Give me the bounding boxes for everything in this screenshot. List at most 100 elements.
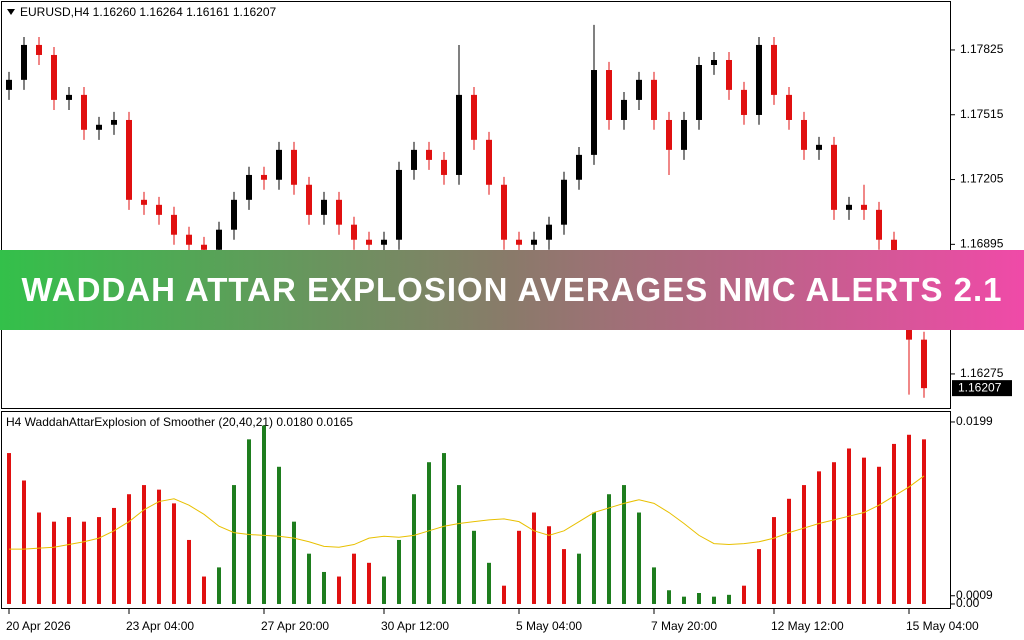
candle-body [666, 119, 672, 150]
candle-body [66, 94, 72, 100]
candle-body [921, 339, 927, 389]
signal-line [9, 475, 925, 550]
candle-body [96, 124, 102, 130]
histogram-bar [772, 517, 776, 604]
y-tick-label: 0.00 [956, 596, 980, 610]
x-tick-label: 20 Apr 2026 [6, 619, 71, 633]
histogram-bar [637, 512, 641, 604]
candle-body [51, 54, 57, 100]
histogram-bar [682, 596, 686, 604]
histogram-bar [667, 590, 671, 604]
histogram-bar [472, 530, 476, 604]
candle-body [621, 99, 627, 120]
candle-body [126, 119, 132, 200]
candle-body [771, 44, 777, 95]
candle-body [351, 224, 357, 240]
histogram-bar [712, 596, 716, 604]
histogram-bar [37, 512, 41, 604]
candle-body [456, 94, 462, 175]
candle-body [411, 149, 417, 170]
histogram-bar [847, 448, 851, 604]
candle-body [741, 89, 747, 115]
histogram-bar [127, 494, 131, 604]
candle-body [366, 239, 372, 245]
candle-body [201, 244, 207, 250]
candle-body [441, 159, 447, 175]
histogram-bar [142, 485, 146, 604]
last-price-label: 1.16207 [958, 380, 1002, 394]
candle-body [381, 239, 387, 245]
histogram-bar [112, 507, 116, 604]
histogram-bar [457, 485, 461, 604]
indicator-pane [1, 411, 951, 609]
y-tick-label: 0.0199 [956, 414, 993, 428]
histogram-bar [367, 562, 371, 604]
y-tick-label: 1.16895 [960, 237, 1004, 251]
candle-body [396, 169, 402, 240]
candle-body [291, 149, 297, 185]
candle-body [786, 94, 792, 120]
x-tick-label: 5 May 04:00 [516, 619, 582, 633]
histogram-bar [892, 443, 896, 604]
histogram-bar [757, 549, 761, 604]
candle-body [81, 94, 87, 130]
x-tick-label: 12 May 12:00 [771, 619, 844, 633]
histogram-bar [247, 439, 251, 604]
candle-body [846, 204, 852, 210]
x-tick-label: 7 May 20:00 [651, 619, 717, 633]
histogram-bar [697, 593, 701, 604]
main-title: EURUSD,H4 1.16260 1.16264 1.16161 1.1620… [20, 5, 277, 19]
candle-body [36, 44, 42, 55]
x-tick-label: 30 Apr 12:00 [381, 619, 449, 633]
histogram-bar [742, 585, 746, 604]
histogram-bar [397, 539, 401, 604]
y-tick-label: 1.17825 [960, 42, 1004, 56]
banner: WADDAH ATTAR EXPLOSION AVERAGES NMC ALER… [0, 250, 1024, 330]
histogram-bar [832, 462, 836, 604]
histogram-bar [22, 480, 26, 604]
histogram-bar [532, 512, 536, 604]
candle-body [141, 199, 147, 205]
candle-body [246, 174, 252, 200]
candle-body [156, 204, 162, 215]
candle-body [306, 184, 312, 215]
candle-body [261, 174, 267, 180]
histogram-bar [487, 562, 491, 604]
histogram-bar [592, 512, 596, 604]
histogram-bar [922, 439, 926, 604]
histogram-bar [187, 539, 191, 604]
histogram-bar [442, 453, 446, 604]
histogram-bar [292, 521, 296, 604]
histogram-bar [427, 462, 431, 604]
histogram-bar [157, 489, 161, 604]
histogram-bar [352, 553, 356, 604]
indicator-title: H4 WaddahAttarExplosion of Smoother (20,… [6, 415, 353, 429]
candle-body [486, 139, 492, 185]
histogram-bar [577, 553, 581, 604]
candle-body [231, 199, 237, 230]
candle-body [711, 59, 717, 66]
candle-body [831, 144, 837, 210]
candle-body [186, 234, 192, 245]
histogram-bar [337, 576, 341, 604]
histogram-bar [907, 434, 911, 604]
histogram-bar [67, 517, 71, 604]
candle-body [321, 199, 327, 215]
histogram-bar [382, 576, 386, 604]
candle-body [726, 59, 732, 90]
candle-body [816, 144, 822, 150]
candle-body [861, 204, 867, 210]
candle-body [696, 65, 702, 120]
last-price-box [952, 380, 1012, 397]
histogram-bar [97, 517, 101, 604]
histogram-bar [652, 567, 656, 604]
histogram-bar [202, 576, 206, 604]
histogram-bar [862, 457, 866, 604]
x-tick-label: 23 Apr 04:00 [126, 619, 194, 633]
candle-body [471, 94, 477, 140]
histogram-bar [817, 471, 821, 604]
histogram-bar [172, 503, 176, 604]
candle-body [756, 44, 762, 115]
